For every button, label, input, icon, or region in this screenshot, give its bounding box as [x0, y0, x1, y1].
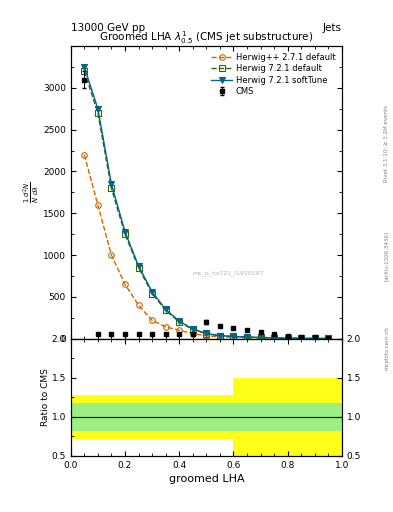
Herwig++ 2.7.1 default: [285, 335, 290, 342]
Herwig++ 2.7.1 default: [95, 202, 100, 208]
Herwig 7.2.1 softTune: [150, 289, 154, 295]
Herwig 7.2.1 softTune: [299, 335, 303, 342]
Herwig 7.2.1 softTune: [163, 306, 168, 312]
Herwig 7.2.1 default: [163, 307, 168, 313]
Herwig 7.2.1 default: [326, 335, 331, 342]
Herwig 7.2.1 default: [177, 319, 182, 325]
Herwig++ 2.7.1 default: [190, 331, 195, 337]
Herwig++ 2.7.1 default: [218, 334, 222, 340]
Herwig 7.2.1 default: [204, 331, 209, 337]
Herwig++ 2.7.1 default: [204, 333, 209, 339]
Text: mcplots.cern.ch: mcplots.cern.ch: [384, 326, 389, 370]
Text: 13000 GeV pp: 13000 GeV pp: [71, 23, 145, 33]
Herwig 7.2.1 default: [231, 333, 236, 339]
Herwig 7.2.1 default: [244, 334, 250, 340]
Herwig++ 2.7.1 default: [272, 335, 276, 341]
Herwig 7.2.1 softTune: [204, 330, 209, 336]
Y-axis label: Ratio to CMS: Ratio to CMS: [41, 368, 50, 426]
Herwig 7.2.1 default: [272, 335, 276, 341]
Herwig++ 2.7.1 default: [163, 324, 168, 330]
Herwig 7.2.1 softTune: [312, 335, 317, 342]
Herwig++ 2.7.1 default: [258, 335, 263, 341]
Herwig 7.2.1 default: [95, 110, 100, 116]
Herwig 7.2.1 default: [82, 68, 86, 74]
Herwig++ 2.7.1 default: [312, 335, 317, 342]
Herwig++ 2.7.1 default: [177, 327, 182, 333]
Herwig 7.2.1 default: [109, 185, 114, 191]
Herwig 7.2.1 softTune: [136, 263, 141, 269]
Herwig 7.2.1 softTune: [244, 334, 250, 340]
Herwig 7.2.1 softTune: [218, 333, 222, 339]
Herwig 7.2.1 default: [299, 335, 303, 342]
Herwig 7.2.1 default: [218, 333, 222, 339]
Herwig 7.2.1 default: [258, 334, 263, 340]
Herwig 7.2.1 default: [285, 335, 290, 341]
Herwig 7.2.1 default: [136, 265, 141, 271]
Herwig 7.2.1 default: [190, 326, 195, 332]
Text: mc_p_hz721_I1920187: mc_p_hz721_I1920187: [193, 270, 264, 276]
Herwig 7.2.1 softTune: [109, 181, 114, 187]
Herwig 7.2.1 default: [123, 231, 127, 237]
Herwig 7.2.1 default: [150, 290, 154, 296]
Herwig 7.2.1 softTune: [285, 335, 290, 341]
Text: Rivet 3.1.10; ≥ 3.2M events: Rivet 3.1.10; ≥ 3.2M events: [384, 105, 389, 182]
Herwig++ 2.7.1 default: [123, 281, 127, 287]
Herwig++ 2.7.1 default: [244, 334, 250, 340]
Herwig++ 2.7.1 default: [326, 335, 331, 342]
Herwig++ 2.7.1 default: [136, 302, 141, 308]
Herwig 7.2.1 softTune: [258, 334, 263, 340]
Title: Groomed LHA $\lambda^{1}_{0.5}$ (CMS jet substructure): Groomed LHA $\lambda^{1}_{0.5}$ (CMS jet…: [99, 29, 314, 46]
Herwig 7.2.1 default: [312, 335, 317, 342]
Herwig 7.2.1 softTune: [82, 64, 86, 70]
Herwig++ 2.7.1 default: [299, 335, 303, 342]
Herwig 7.2.1 softTune: [123, 228, 127, 234]
Herwig 7.2.1 softTune: [177, 318, 182, 324]
Text: Jets: Jets: [323, 23, 342, 33]
Y-axis label: $\frac{1}{N}\frac{d^{2}N}{d\lambda}$: $\frac{1}{N}\frac{d^{2}N}{d\lambda}$: [22, 182, 42, 203]
X-axis label: groomed LHA: groomed LHA: [169, 474, 244, 484]
Herwig++ 2.7.1 default: [150, 317, 154, 324]
Herwig 7.2.1 softTune: [190, 326, 195, 332]
Line: Herwig 7.2.1 softTune: Herwig 7.2.1 softTune: [81, 64, 331, 342]
Legend: Herwig++ 2.7.1 default, Herwig 7.2.1 default, Herwig 7.2.1 softTune, CMS: Herwig++ 2.7.1 default, Herwig 7.2.1 def…: [209, 50, 338, 99]
Text: [arXiv:1306.3436]: [arXiv:1306.3436]: [384, 231, 389, 281]
Herwig 7.2.1 softTune: [95, 105, 100, 112]
Herwig 7.2.1 softTune: [231, 333, 236, 339]
Herwig 7.2.1 softTune: [272, 335, 276, 341]
Herwig++ 2.7.1 default: [109, 252, 114, 258]
Herwig++ 2.7.1 default: [82, 152, 86, 158]
Herwig 7.2.1 softTune: [326, 335, 331, 342]
Herwig++ 2.7.1 default: [231, 334, 236, 340]
Line: Herwig 7.2.1 default: Herwig 7.2.1 default: [81, 69, 331, 342]
Line: Herwig++ 2.7.1 default: Herwig++ 2.7.1 default: [81, 152, 331, 342]
